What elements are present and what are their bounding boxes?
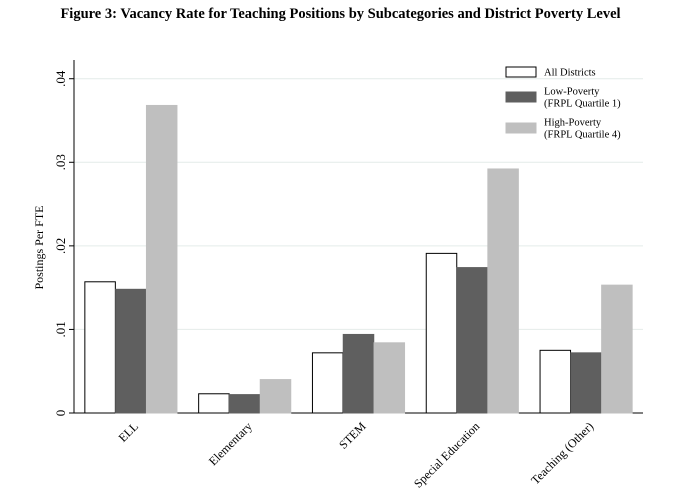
legend-label-high-poverty-line-1: (FRPL Quartile 4): [544, 130, 621, 141]
bar-ell-low-poverty: [115, 288, 147, 414]
figure-title: Figure 3: Vacancy Rate for Teaching Posi…: [60, 6, 621, 22]
bar-elementary-low-poverty: [228, 394, 261, 414]
bar-elementary-all-districts: [198, 393, 230, 414]
bar-stem-low-poverty: [342, 333, 375, 414]
x-tick-label-teaching-other: Teaching (Other): [528, 419, 596, 487]
x-tick-label-stem: STEM: [336, 419, 369, 452]
x-tick-label-ell: ELL: [116, 419, 141, 444]
x-tick-label-elementary: Elementary: [206, 419, 255, 468]
legend-label-high-poverty-line-0: High-Poverty: [544, 118, 602, 129]
legend-label-low-poverty-line-1: (FRPL Quartile 1): [544, 99, 621, 110]
bar-teaching-other-all-districts: [539, 349, 572, 414]
bar-stem-all-districts: [311, 352, 344, 414]
legend-label-all-districts: All Districts: [544, 68, 596, 79]
bar-ell-high-poverty: [145, 104, 178, 414]
legend-swatch-high-poverty: [505, 122, 537, 134]
bar-teaching-other-low-poverty: [570, 352, 602, 414]
legend-label-low-poverty-line-0: Low-Poverty: [544, 87, 600, 98]
bar-special-education-low-poverty: [456, 267, 489, 414]
bar-teaching-other-high-poverty: [601, 284, 633, 414]
legend-swatch-low-poverty: [505, 91, 537, 103]
x-tick-label-special-education: Special Education: [411, 419, 482, 490]
y-tick-label-0: 0: [53, 410, 68, 417]
bar-special-education-all-districts: [425, 252, 458, 414]
y-tick-label-2: .02: [53, 238, 68, 254]
y-tick-label-1: .01: [53, 321, 68, 337]
bar-special-education-high-poverty: [487, 168, 519, 414]
y-tick-label-3: .03: [53, 154, 68, 170]
y-axis-title: Postings Per FTE: [32, 205, 46, 289]
bar-ell-all-districts: [84, 281, 116, 414]
bar-elementary-high-poverty: [259, 379, 292, 414]
legend-swatch-all-districts: [505, 66, 537, 78]
y-tick-label-4: .04: [53, 70, 68, 87]
bar-stem-high-poverty: [373, 342, 406, 414]
